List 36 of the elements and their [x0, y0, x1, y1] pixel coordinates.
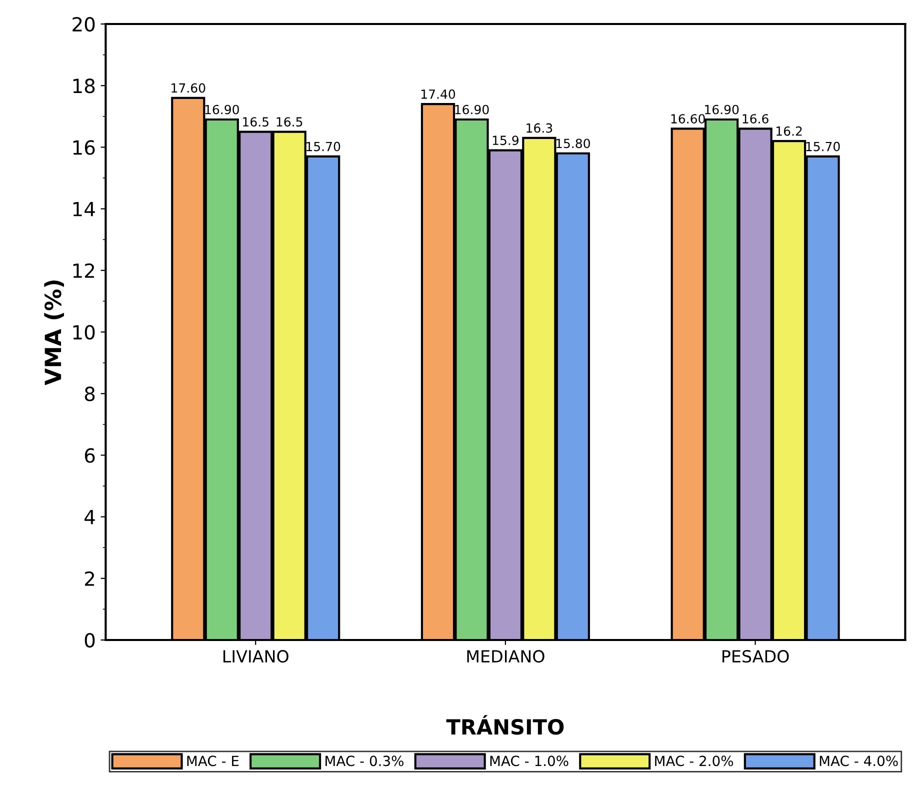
x-tick-label: PESADO — [722, 650, 789, 663]
data-label: 15.9 — [492, 136, 518, 146]
legend-label: MAC - E — [187, 756, 239, 766]
data-label: 16.3 — [526, 123, 552, 133]
legend-label: MAC - 1.0% — [490, 756, 568, 766]
y-tick-label: 2 — [85, 571, 94, 586]
data-label: 16.6 — [742, 114, 768, 124]
y-tick-label: 18 — [73, 78, 95, 94]
data-label: 16.90 — [705, 104, 739, 114]
y-tick-label: 14 — [73, 202, 95, 216]
y-tick-label: 6 — [84, 448, 95, 463]
data-label: 15.70 — [306, 142, 340, 152]
data-label: 17.60 — [172, 83, 206, 93]
y-tick-label: 8 — [84, 386, 95, 402]
x-tick-label: LIVIANO — [223, 650, 288, 663]
x-axis-title: TRÁNSITO — [446, 715, 564, 735]
y-tick-label: 10 — [73, 324, 95, 340]
y-tick-label: 0 — [84, 632, 95, 648]
legend-label: MAC - 4.0% — [820, 756, 898, 766]
data-label: 15.80 — [556, 138, 590, 148]
y-axis-title: VMA (%) — [44, 280, 64, 386]
y-tick-label: 12 — [73, 263, 94, 278]
data-label: 16.90 — [205, 104, 239, 114]
data-label: 17.40 — [421, 89, 456, 99]
data-label: 16.2 — [776, 126, 802, 136]
y-tick-label: 20 — [72, 16, 95, 32]
data-label: 16.5 — [276, 117, 302, 127]
y-tick-label: 4 — [84, 510, 95, 524]
y-tick-label: 16 — [73, 140, 95, 155]
data-label: 15.70 — [806, 142, 840, 152]
legend-label: MAC - 0.3% — [326, 756, 404, 766]
data-label: 16.90 — [455, 104, 489, 114]
data-label: 16.60 — [671, 114, 705, 124]
data-label: 16.5 — [243, 117, 268, 127]
legend-label: MAC - 2.0% — [655, 756, 734, 766]
x-tick-label: MEDIANO — [467, 650, 544, 663]
